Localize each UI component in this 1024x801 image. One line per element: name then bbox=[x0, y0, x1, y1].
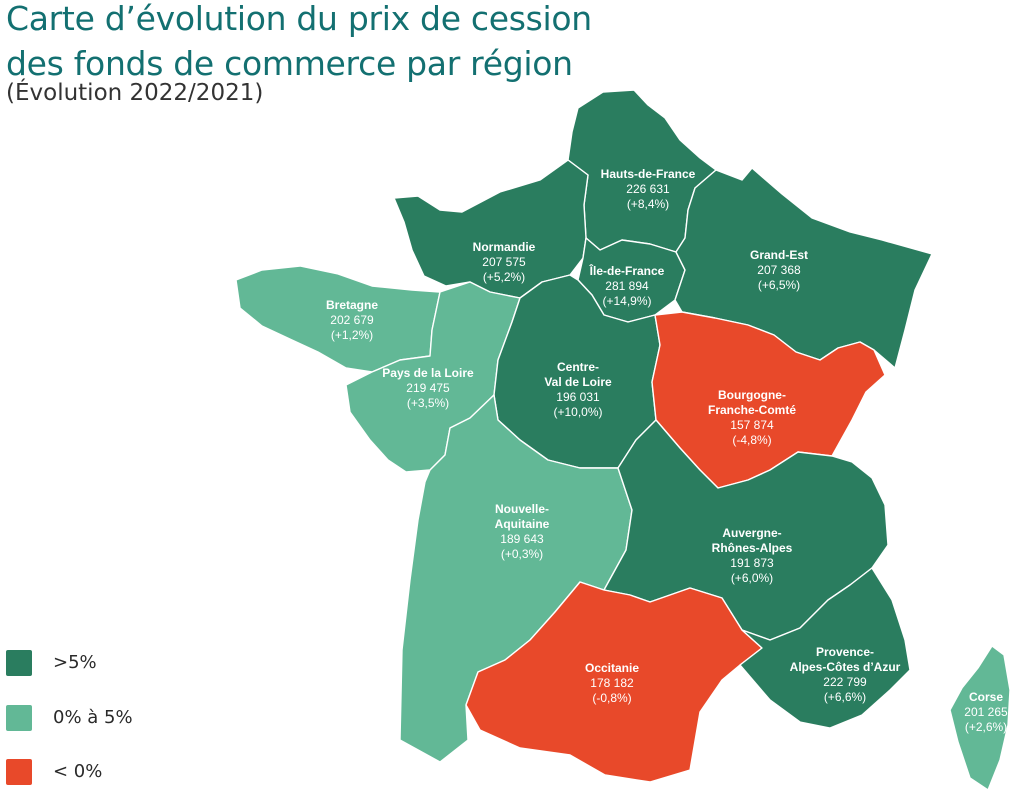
region-price: 196 031 bbox=[556, 390, 600, 404]
label-hauts-de-france: Hauts-de-France 226 631 (+8,4%) bbox=[601, 167, 696, 212]
region-price: 201 265 bbox=[964, 705, 1008, 719]
region-change: (+0,3%) bbox=[500, 547, 544, 561]
region-corse bbox=[949, 645, 1011, 791]
legend-item-high: >5% bbox=[6, 650, 206, 680]
legend-label-mid: 0% à 5% bbox=[53, 707, 133, 728]
region-price: 202 679 bbox=[330, 313, 374, 327]
label-auvergne-rhone-alpes: Auvergne- Rhônes-Alpes 191 873 (+6,0%) bbox=[712, 526, 793, 586]
region-name: Grand-Est bbox=[749, 248, 809, 262]
legend-swatch-high bbox=[6, 650, 32, 676]
region-change: (+14,9%) bbox=[602, 294, 652, 308]
region-price: 157 874 bbox=[730, 418, 774, 432]
region-change: (+10,0%) bbox=[553, 405, 603, 419]
region-name: Provence- Alpes-Côtes d’Azur bbox=[789, 645, 901, 674]
label-bourgogne-franche-comte: Bourgogne- Franche-Comté 157 874 (-4,8%) bbox=[708, 388, 796, 448]
region-provence-alpes-cote-dazur bbox=[739, 567, 911, 729]
legend-swatch-low bbox=[6, 759, 32, 785]
title-line-1: Carte d’évolution du prix de cession bbox=[6, 0, 592, 38]
region-name: Corse bbox=[968, 690, 1004, 704]
region-change: (+5,2%) bbox=[482, 270, 526, 284]
region-price: 178 182 bbox=[590, 676, 634, 690]
region-price: 189 643 bbox=[500, 532, 544, 546]
map-subtitle: (Évolution 2022/2021) bbox=[6, 80, 264, 106]
region-name: Auvergne- Rhônes-Alpes bbox=[711, 526, 793, 555]
region-name: Bourgogne- Franche-Comté bbox=[707, 388, 797, 417]
label-occitanie: Occitanie 178 182 (-0,8%) bbox=[585, 661, 639, 706]
label-ile-de-france: Île-de-France 281 894 (+14,9%) bbox=[590, 264, 665, 309]
legend-item-mid: 0% à 5% bbox=[6, 705, 206, 735]
region-price: 207 368 bbox=[757, 263, 801, 277]
label-grand-est: Grand-Est 207 368 (+6,5%) bbox=[750, 248, 808, 293]
region-change: (+2,6%) bbox=[964, 720, 1008, 734]
label-corse: Corse 201 265 (+2,6%) bbox=[964, 690, 1007, 735]
region-name: Nouvelle- Aquitaine bbox=[494, 502, 550, 531]
region-change: (+6,0%) bbox=[730, 571, 774, 585]
region-change: (+1,2%) bbox=[330, 328, 374, 342]
region-change: (+3,5%) bbox=[406, 396, 450, 410]
label-provence-alpes-cote-dazur: Provence- Alpes-Côtes d’Azur 222 799 (+6… bbox=[790, 645, 901, 705]
label-centre-val-de-loire: Centre- Val de Loire 196 031 (+10,0%) bbox=[523, 360, 633, 420]
region-price: 281 894 bbox=[605, 279, 649, 293]
region-name: Île-de-France bbox=[589, 264, 665, 278]
legend-label-low: < 0% bbox=[53, 761, 103, 782]
region-price: 222 799 bbox=[823, 675, 867, 689]
label-nouvelle-aquitaine: Nouvelle- Aquitaine 189 643 (+0,3%) bbox=[495, 502, 550, 562]
region-name: Centre- Val de Loire bbox=[544, 360, 612, 389]
label-bretagne: Bretagne 202 679 (+1,2%) bbox=[326, 298, 378, 343]
region-name: Hauts-de-France bbox=[600, 167, 696, 181]
region-name: Bretagne bbox=[325, 298, 379, 312]
label-pays-de-la-loire: Pays de la Loire 219 475 (+3,5%) bbox=[382, 366, 473, 411]
region-change: (+6,6%) bbox=[823, 690, 867, 704]
region-change: (+6,5%) bbox=[757, 278, 801, 292]
region-price: 191 873 bbox=[730, 556, 774, 570]
legend-item-low: < 0% bbox=[6, 759, 206, 789]
region-name: Pays de la Loire bbox=[382, 366, 474, 380]
title-line-2: des fonds de commerce par région bbox=[6, 44, 573, 83]
map-title: Carte d’évolution du prix de cession des… bbox=[6, 0, 592, 86]
region-name: Occitanie bbox=[584, 661, 640, 675]
region-change: (-4,8%) bbox=[732, 433, 772, 447]
legend-label-high: >5% bbox=[53, 652, 97, 673]
label-normandie: Normandie 207 575 (+5,2%) bbox=[473, 240, 536, 285]
region-price: 207 575 bbox=[482, 255, 526, 269]
region-change: (+8,4%) bbox=[626, 197, 670, 211]
region-change: (-0,8%) bbox=[592, 691, 632, 705]
region-price: 219 475 bbox=[406, 381, 450, 395]
legend-swatch-mid bbox=[6, 705, 32, 731]
region-price: 226 631 bbox=[626, 182, 670, 196]
region-name: Normandie bbox=[472, 240, 536, 254]
region-occitanie bbox=[465, 581, 763, 783]
